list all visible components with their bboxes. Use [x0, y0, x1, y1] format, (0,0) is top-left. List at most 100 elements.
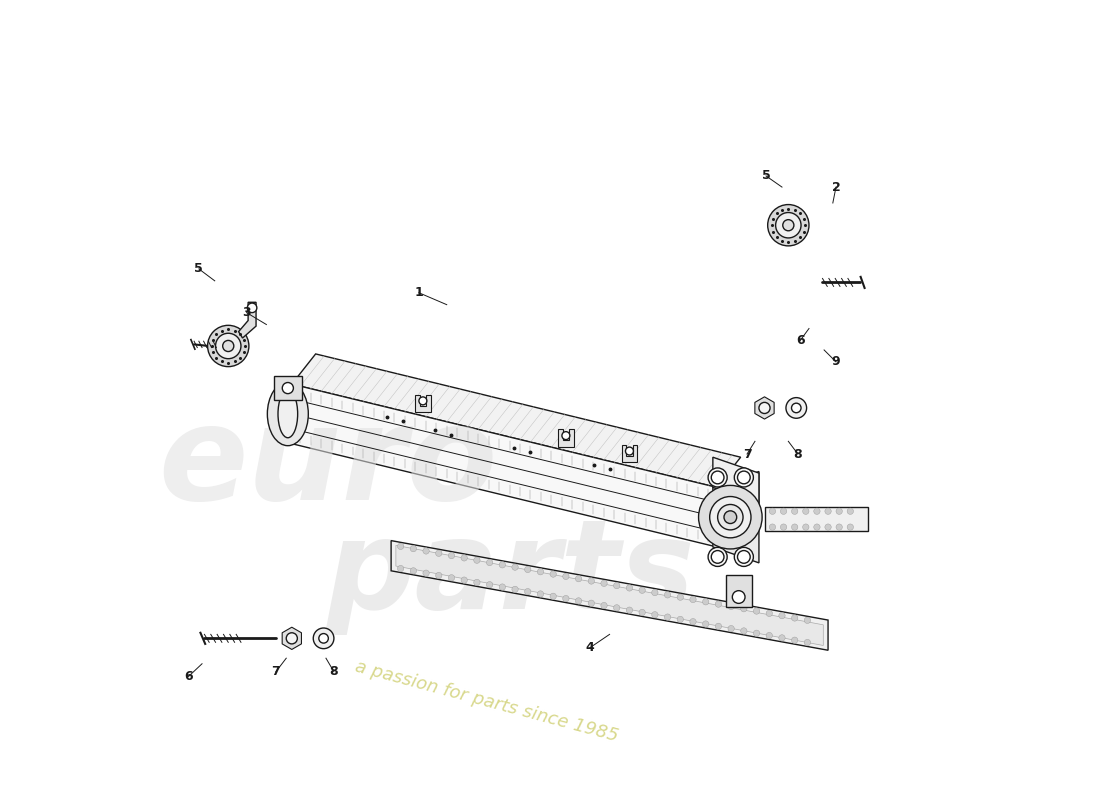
- Circle shape: [314, 628, 334, 649]
- Circle shape: [715, 601, 722, 607]
- Circle shape: [754, 630, 760, 637]
- Circle shape: [754, 608, 760, 614]
- Circle shape: [588, 600, 594, 606]
- Circle shape: [803, 524, 808, 530]
- Text: 7: 7: [742, 447, 751, 461]
- Circle shape: [803, 508, 808, 514]
- Circle shape: [708, 468, 727, 487]
- Circle shape: [436, 550, 442, 557]
- Circle shape: [286, 633, 297, 644]
- Circle shape: [690, 596, 696, 602]
- Circle shape: [319, 634, 329, 643]
- Polygon shape: [764, 507, 868, 531]
- Circle shape: [486, 582, 493, 588]
- Circle shape: [724, 511, 737, 523]
- Circle shape: [783, 220, 794, 230]
- Circle shape: [792, 614, 798, 621]
- Text: 6: 6: [184, 670, 192, 683]
- Circle shape: [601, 602, 607, 609]
- Circle shape: [639, 587, 646, 594]
- Circle shape: [728, 603, 735, 610]
- Circle shape: [847, 508, 854, 514]
- Circle shape: [814, 508, 821, 514]
- Polygon shape: [415, 394, 431, 412]
- Polygon shape: [558, 430, 574, 446]
- Circle shape: [814, 524, 821, 530]
- Circle shape: [712, 550, 724, 563]
- Circle shape: [449, 552, 454, 558]
- Circle shape: [248, 303, 257, 313]
- Circle shape: [537, 569, 543, 575]
- Circle shape: [449, 574, 454, 581]
- Circle shape: [563, 573, 569, 579]
- Circle shape: [735, 547, 754, 566]
- Polygon shape: [239, 302, 256, 338]
- Circle shape: [563, 595, 569, 602]
- Circle shape: [651, 612, 658, 618]
- Circle shape: [703, 598, 708, 605]
- Circle shape: [779, 613, 785, 619]
- Circle shape: [785, 398, 806, 418]
- Ellipse shape: [278, 390, 298, 438]
- Circle shape: [717, 505, 744, 530]
- Circle shape: [780, 524, 786, 530]
- Text: 1: 1: [415, 286, 424, 299]
- Circle shape: [836, 508, 843, 514]
- Circle shape: [737, 550, 750, 563]
- Circle shape: [779, 634, 785, 641]
- Circle shape: [512, 586, 518, 593]
- Circle shape: [792, 637, 798, 643]
- Polygon shape: [274, 376, 302, 400]
- Text: 6: 6: [796, 334, 804, 347]
- Circle shape: [525, 566, 531, 573]
- Polygon shape: [726, 574, 751, 606]
- Circle shape: [626, 447, 634, 455]
- Circle shape: [410, 546, 417, 552]
- Polygon shape: [292, 384, 717, 547]
- Circle shape: [283, 382, 294, 394]
- Text: 8: 8: [330, 666, 338, 678]
- Circle shape: [766, 633, 772, 638]
- Circle shape: [766, 610, 772, 617]
- Text: parts: parts: [326, 514, 695, 635]
- Circle shape: [525, 589, 531, 595]
- Circle shape: [712, 471, 724, 484]
- Circle shape: [461, 554, 468, 561]
- Circle shape: [588, 578, 594, 584]
- Circle shape: [626, 607, 632, 614]
- Circle shape: [601, 580, 607, 586]
- Text: 2: 2: [832, 181, 840, 194]
- Circle shape: [825, 508, 832, 514]
- Ellipse shape: [267, 382, 308, 446]
- Circle shape: [780, 508, 786, 514]
- Circle shape: [575, 575, 582, 582]
- Circle shape: [499, 562, 506, 568]
- Circle shape: [715, 623, 722, 630]
- Circle shape: [208, 326, 249, 366]
- Circle shape: [825, 524, 832, 530]
- Circle shape: [690, 618, 696, 625]
- Circle shape: [499, 584, 506, 590]
- Circle shape: [768, 205, 808, 246]
- Circle shape: [537, 591, 543, 597]
- Circle shape: [804, 639, 811, 646]
- Circle shape: [703, 621, 708, 627]
- Text: 5: 5: [761, 170, 770, 182]
- Circle shape: [216, 334, 241, 358]
- Text: 4: 4: [585, 642, 594, 654]
- Circle shape: [776, 213, 801, 238]
- Circle shape: [474, 579, 480, 586]
- Circle shape: [419, 397, 427, 405]
- Circle shape: [651, 590, 658, 596]
- Circle shape: [397, 543, 404, 550]
- Circle shape: [614, 582, 620, 589]
- Polygon shape: [392, 541, 828, 650]
- Circle shape: [422, 570, 429, 576]
- Circle shape: [836, 524, 843, 530]
- Text: a passion for parts since 1985: a passion for parts since 1985: [353, 658, 620, 746]
- Text: 8: 8: [793, 447, 802, 461]
- Polygon shape: [713, 457, 759, 503]
- Circle shape: [678, 594, 683, 600]
- Circle shape: [737, 471, 750, 484]
- Circle shape: [769, 524, 776, 530]
